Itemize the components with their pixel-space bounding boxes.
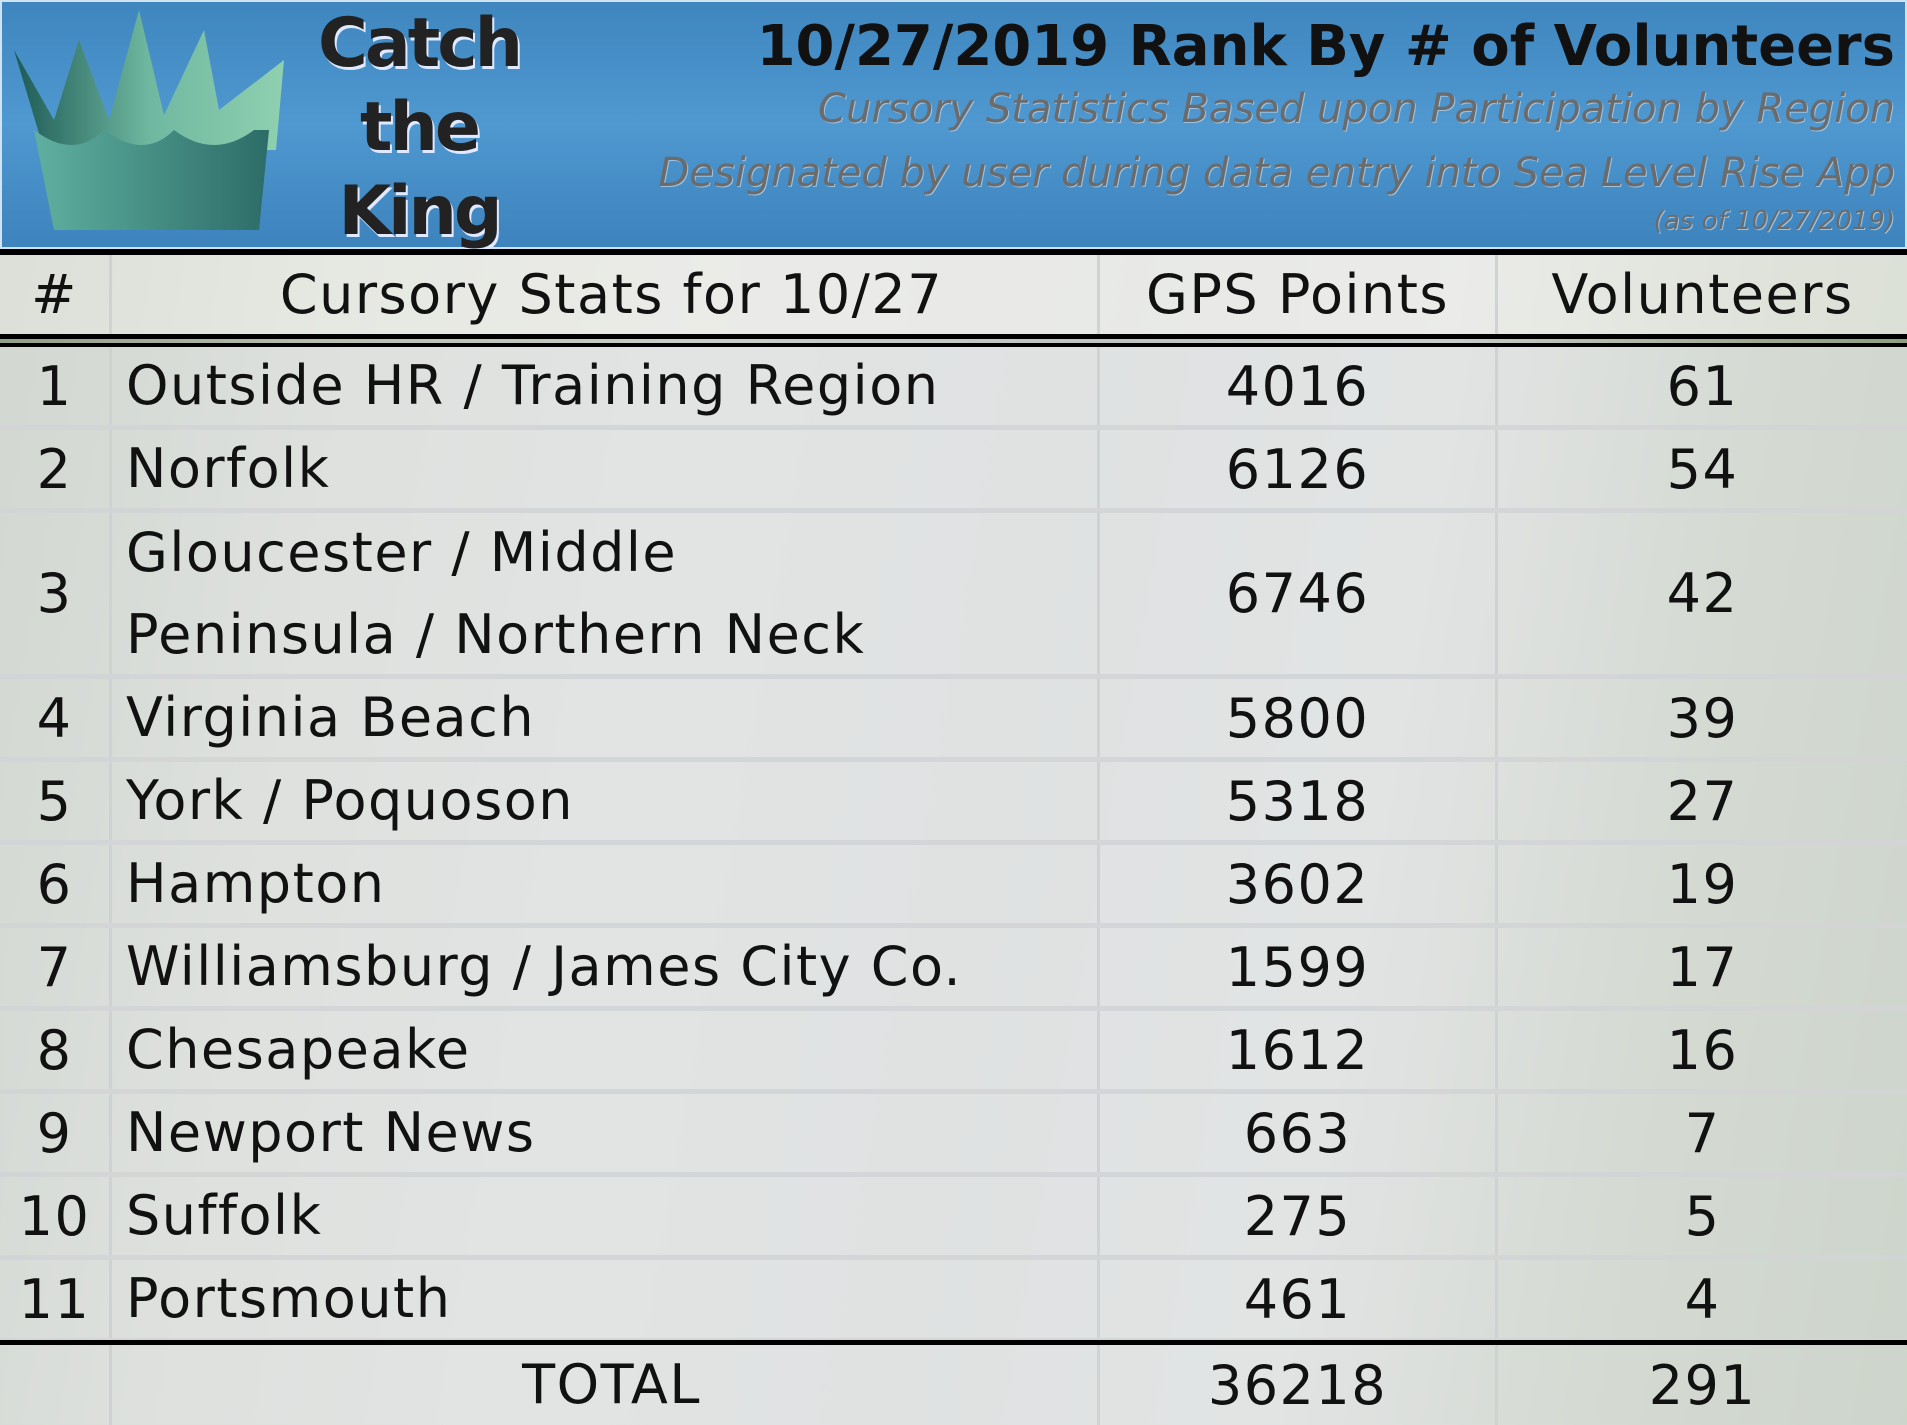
volunteers-cell: 16 [1666,1018,1739,1082]
region-cell: Portsmouth [112,1260,1100,1338]
rank-cell: 4 [0,679,112,757]
region-cell: Williamsburg / James City Co. [112,928,1100,1006]
volunteers-cell: Volunteers [1551,263,1854,326]
gps-points-cell: 5800 [1100,679,1498,757]
rank-cell: 9 [0,1094,112,1172]
region-cell: York / Poquoson [112,762,1100,840]
rank-cell: 8 [0,1011,112,1089]
region-cell: Virginia Beach [112,679,1100,757]
gps-points-cell: 3602 [1100,845,1498,923]
as-of-date: (as of 10/27/2019) [1653,206,1895,236]
table-row: 1 Outside HR / Training Region 4016 61 [0,347,1907,430]
gps-points-cell: GPS Points [1100,255,1498,334]
volunteers-cell: 291 [1648,1353,1757,1417]
crown-icon [14,10,284,230]
gps-points-cell: 1599 [1100,928,1498,1006]
region-cell: Norfolk [112,430,1100,508]
logo-text: Catch the King [294,2,544,251]
region-cell: Cursory Stats for 10/27 [112,255,1100,334]
rank-cell: 3 [0,513,112,674]
divider [0,334,1907,339]
logo-line: Catch [317,4,523,83]
gps-points-cell: 4016 [1100,347,1498,425]
gps-points-cell: 1612 [1100,1011,1498,1089]
table-row: 6 Hampton 3602 19 [0,845,1907,928]
page-title: 10/27/2019 Rank By # of Volunteers [756,14,1895,79]
region-cell: Hampton [112,845,1100,923]
rank-cell: 6 [0,845,112,923]
divider [0,343,1907,347]
region-cell: Outside HR / Training Region [112,347,1100,425]
divider [0,249,1907,255]
gps-points-cell: 6746 [1100,513,1498,674]
total-row: TOTAL 36218 291 [0,1345,1907,1425]
region-cell: Chesapeake [112,1011,1100,1089]
rank-cell: 1 [0,347,112,425]
volunteers-cell: 27 [1666,769,1739,833]
rank-cell: 2 [0,430,112,508]
volunteers-cell: 39 [1666,686,1739,750]
volunteers-cell: 54 [1666,437,1739,501]
table-row: 10 Suffolk 275 5 [0,1177,1907,1260]
gps-points-cell: 275 [1100,1177,1498,1255]
rank-cell: 7 [0,928,112,1006]
stats-table: # Cursory Stats for 10/27 GPS Points Volunt… [0,255,1907,1425]
volunteers-cell: 4 [1684,1267,1721,1331]
subtitle: Cursory Statistics Based upon Participat… [818,86,1895,132]
volunteers-cell: 5 [1684,1184,1721,1248]
logo-line: King [338,172,502,251]
table-row: 7 Williamsburg / James City Co. 1599 17 [0,928,1907,1011]
volunteers-cell: 42 [1666,562,1739,625]
rank-cell: 11 [0,1260,112,1338]
table-header-row: # Cursory Stats for 10/27 GPS Points Volunt… [0,255,1907,334]
region-cell: Gloucester / Middle Peninsula / Northern… [112,513,1100,674]
rank-cell: 10 [0,1177,112,1255]
region-cell: TOTAL [112,1345,1100,1425]
banner-header: Catch the King 10/27/2019 Rank By # of V… [0,0,1907,251]
gps-points-cell: 6126 [1100,430,1498,508]
rank-cell [0,1345,112,1425]
table-row: 4 Virginia Beach 5800 39 [0,679,1907,762]
volunteers-cell: 61 [1666,354,1739,418]
gps-points-cell: 461 [1100,1260,1498,1338]
table-row: 8 Chesapeake 1612 16 [0,1011,1907,1094]
divider [0,1340,1907,1345]
volunteers-cell: 19 [1666,852,1739,916]
table-row: 3 Gloucester / Middle Peninsula / Norther… [0,513,1907,679]
volunteers-cell: 17 [1666,935,1739,999]
region-cell: Suffolk [112,1177,1100,1255]
gps-points-cell: 36218 [1100,1345,1498,1425]
gps-points-cell: 663 [1100,1094,1498,1172]
table-row: 9 Newport News 663 7 [0,1094,1907,1177]
rank-cell: 5 [0,762,112,840]
gps-points-cell: 5318 [1100,762,1498,840]
table-row: 11 Portsmouth 461 4 [0,1260,1907,1343]
table-row: 2 Norfolk 6126 54 [0,430,1907,513]
rank-cell: # [0,255,112,334]
region-cell: Newport News [112,1094,1100,1172]
subtitle: Designated by user during data entry int… [658,150,1895,196]
logo-line: the [359,88,481,167]
table-row: 5 York / Poquoson 5318 27 [0,762,1907,845]
volunteers-cell: 7 [1684,1101,1721,1165]
